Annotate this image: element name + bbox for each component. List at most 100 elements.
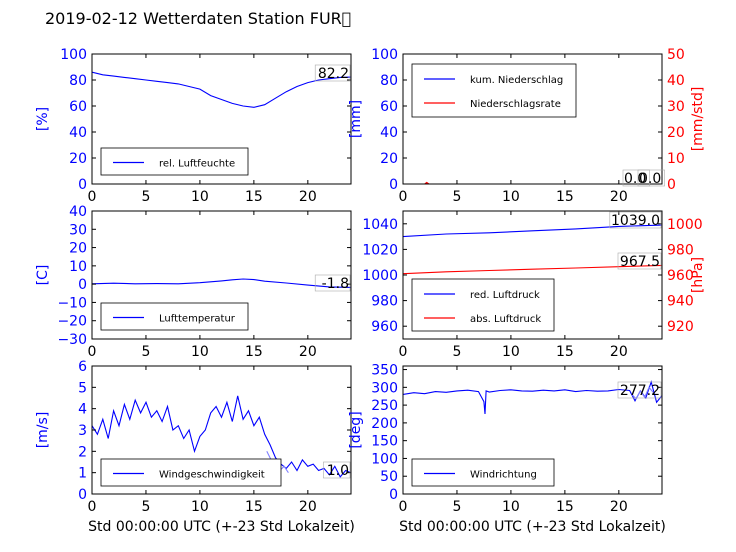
x-tick-label: 20 [299,344,317,360]
x-tick-label: 5 [452,189,461,205]
panel-precipitation [402,53,665,187]
panel-temperature [91,210,352,340]
x-tick-label: 0 [88,189,97,205]
y2-axis-label: [hPa] [690,257,706,293]
value-annotation-box [314,64,351,82]
legend-label: Windrichtung [470,470,537,481]
x-tick-label: 5 [141,344,150,360]
value-annotation: -1.8 [322,276,349,292]
y-tick-label: 40 [69,125,87,141]
panel-humidity [91,53,352,185]
x-tick-label: 15 [556,499,574,515]
value-annotation: 1.0 [327,463,349,479]
legend-label: abs. Luftdruck [470,314,541,325]
y-tick-label: −10 [57,295,87,311]
y-tick-label: 1000 [362,268,398,284]
y2-axis-label: [mm/std] [690,87,706,152]
y-tick-label: 1020 [362,242,398,258]
y2-tick-label: 940 [667,294,694,310]
series-line-windrichtung [403,380,662,415]
y-tick-label: 0 [78,177,87,193]
figure-title: 2019-02-12 Wetterdaten Station FUR  [45,9,352,28]
legend-label: Lufttemperatur [159,314,236,325]
x-tick-label: 20 [299,499,317,515]
x-tick-label: 0 [88,344,97,360]
legend-box [100,458,282,487]
x-tick-label: 0 [399,189,408,205]
x-tick-label: 20 [299,189,317,205]
y2-tick-label: 30 [667,99,685,115]
x-axis-label: Std 00:00:00 UTC (+-23 Std Lokalzeit) [399,519,666,535]
value-annotation-box [617,252,662,270]
y-tick-label: 40 [69,204,87,220]
legend-box [411,278,555,332]
x-tick-label: 10 [502,189,520,205]
y-tick-label: 150 [371,434,398,450]
y-tick-label: 20 [69,241,87,257]
series-line-lufttemperatur [92,278,351,288]
y2-tick-label: 920 [667,319,694,335]
axes-frame [402,365,663,495]
value-annotation-box [314,274,351,292]
y-tick-label: 4 [78,402,87,418]
legend-label: kum. Niederschlag [470,75,563,86]
x-tick-label: 10 [191,189,209,205]
y-tick-label: 1040 [362,217,398,233]
y-tick-label: 980 [371,294,398,310]
legend-label: rel. Luftfeuchte [159,159,235,170]
x-tick-label: 15 [245,499,263,515]
value-annotation-box [617,381,662,399]
x-tick-label: 15 [556,189,574,205]
y-tick-label: 0 [78,487,87,503]
y2-tick-label: 40 [667,73,685,89]
series-line-red-luftdruck [403,224,662,238]
y-tick-label: 1 [78,466,87,482]
value-annotation: 82.2 [318,66,349,82]
y-tick-label: 60 [69,99,87,115]
y-tick-label: 80 [380,73,398,89]
x-tick-label: 10 [502,344,520,360]
panel-wind_direction [402,365,663,495]
y-tick-label: 100 [371,451,398,467]
y-tick-label: 3 [78,423,87,439]
y-tick-label: 0 [389,177,398,193]
y2-tick-label: 0 [667,177,676,193]
y2-tick-label: 10 [667,151,685,167]
y2-tick-label: 50 [667,47,685,63]
legend-box [411,63,577,118]
series-line-windgeschwindigkeit [92,395,351,478]
legend-box [411,458,555,487]
x-tick-label: 5 [141,499,150,515]
y-tick-label: 100 [60,47,87,63]
x-tick-label: 5 [141,189,150,205]
y-tick-label: 50 [380,469,398,485]
y2-tick-label: 960 [667,268,694,284]
x-tick-label: 20 [610,189,628,205]
axes-frame [91,53,352,185]
y-axis-label: [%] [35,107,51,131]
y-axis-label: [mm] [348,100,364,138]
y-tick-label: 20 [380,151,398,167]
series-line-abs-luftdruck [403,264,662,275]
x-tick-label: 0 [88,499,97,515]
y-tick-label: 100 [371,47,398,63]
x-tick-label: 5 [452,344,461,360]
y2-tick-label: 980 [667,242,694,258]
x-tick-label: 15 [556,344,574,360]
axes-frame [402,53,663,185]
y-tick-label: 0 [78,277,87,293]
axes-frame [91,210,352,340]
x-tick-label: 10 [502,499,520,515]
y-tick-label: 0 [389,487,398,503]
y-tick-label: 30 [69,222,87,238]
x-tick-label: 20 [610,344,628,360]
value-annotation-box [609,211,662,229]
x-tick-label: 10 [191,499,209,515]
y-tick-label: −20 [57,314,87,330]
panel-pressure [402,210,663,340]
x-tick-label: 15 [245,344,263,360]
y-tick-label: 10 [69,259,87,275]
value-annotation: 0.0 [624,171,646,187]
value-annotation: 0.0 [639,171,661,187]
